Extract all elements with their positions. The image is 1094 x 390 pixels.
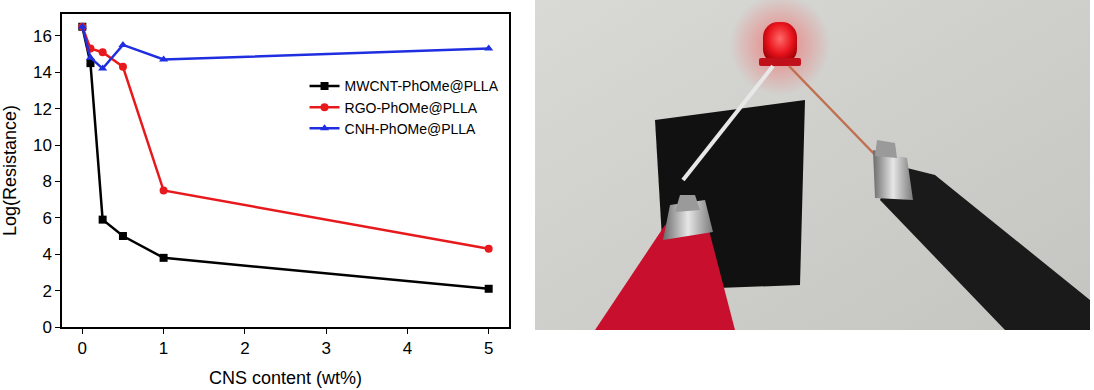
svg-text:12: 12 [33,100,52,119]
svg-text:RGO-PhOMe@PLLA: RGO-PhOMe@PLLA [345,100,478,116]
svg-text:3: 3 [321,339,330,358]
svg-text:0: 0 [42,318,51,337]
svg-text:8: 8 [42,172,51,191]
svg-text:10: 10 [33,136,52,155]
svg-text:2: 2 [42,282,51,301]
svg-text:CNH-PhOMe@PLLA: CNH-PhOMe@PLLA [345,121,477,137]
svg-text:Log(Resistance): Log(Resistance) [0,105,20,236]
svg-text:5: 5 [484,339,493,358]
svg-text:6: 6 [42,209,51,228]
svg-text:4: 4 [403,339,412,358]
svg-text:2: 2 [240,339,249,358]
svg-text:16: 16 [33,27,52,46]
svg-text:14: 14 [33,63,52,82]
svg-text:1: 1 [159,339,168,358]
svg-text:CNS content (wt%): CNS content (wt%) [209,368,362,388]
svg-text:4: 4 [42,245,51,264]
svg-text:0: 0 [78,339,87,358]
svg-text:MWCNT-PhOMe@PLLA: MWCNT-PhOMe@PLLA [345,78,499,94]
